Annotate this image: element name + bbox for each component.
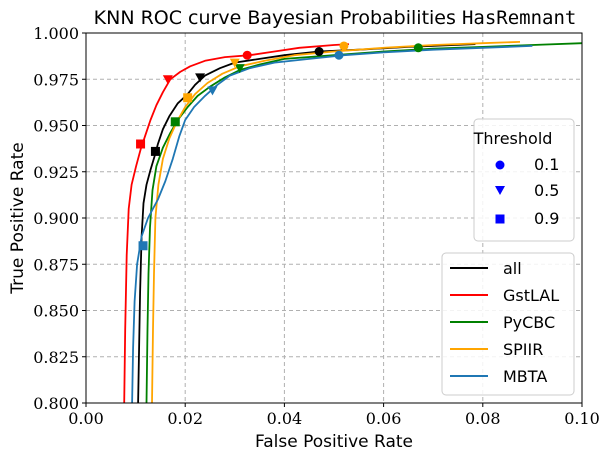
- marker-0.9-mbta: [138, 241, 148, 251]
- threshold-legend-box: [473, 118, 575, 242]
- threshold-markers: [136, 41, 423, 251]
- marker-0.9-gstlal: [136, 139, 146, 149]
- chart-title-code: HasRemnant: [462, 7, 576, 29]
- series-legend-label-mbta: MBTA: [503, 367, 547, 386]
- x-tick-label: 0.00: [68, 409, 104, 428]
- x-axis-ticks: 0.00 0.02 0.04 0.06 0.08 0.10: [68, 403, 600, 428]
- marker-0.1-gstlal: [242, 50, 252, 60]
- marker-0.9-spiir: [183, 93, 193, 103]
- y-tick-label: 0.825: [33, 348, 79, 367]
- chart-title-text: KNN ROC curve Bayesian Probabilities: [94, 7, 456, 29]
- x-axis-label: False Positive Rate: [255, 432, 413, 452]
- marker-0.1-all: [314, 47, 324, 56]
- threshold-legend-title: Threshold: [473, 129, 553, 148]
- series-line-all: [137, 43, 476, 403]
- threshold-legend-label-1: 0.5: [534, 181, 559, 200]
- y-axis-ticks: 0.800 0.825 0.850 0.875 0.900 0.925 0.950 0.975…: [33, 24, 86, 413]
- marker-0.5-mbta: [207, 86, 218, 96]
- marker-0.5-all: [195, 73, 206, 83]
- threshold-legend-label-2: 0.9: [534, 209, 559, 228]
- marker-0.1-pycbc: [413, 43, 423, 53]
- threshold-circle-icon: [495, 160, 505, 170]
- marker-0.9-pycbc: [170, 117, 180, 127]
- y-tick-label: 0.875: [33, 255, 79, 274]
- series-legend-label-gstlal: GstLAL: [503, 286, 559, 305]
- series-legend-label-spiir: SPIIR: [503, 340, 543, 359]
- threshold-square-icon: [495, 214, 505, 224]
- y-tick-label: 0.850: [33, 302, 79, 321]
- y-tick-label: 0.975: [33, 70, 79, 89]
- series-legend: all GstLAL PyCBC SPIIR MBTA: [441, 252, 575, 396]
- marker-0.5-pycbc: [234, 64, 245, 74]
- threshold-legend-label-0: 0.1: [534, 155, 559, 174]
- y-tick-label: 0.950: [33, 117, 79, 136]
- marker-0.5-spiir: [229, 58, 240, 68]
- threshold-triangle-down-icon: [495, 186, 505, 195]
- x-tick-label: 0.02: [167, 409, 203, 428]
- y-tick-label: 0.900: [33, 209, 79, 228]
- marker-0.5-gstlal: [162, 75, 173, 85]
- marker-0.1-spiir: [339, 41, 349, 51]
- series-legend-label-all: all: [503, 259, 522, 278]
- series-line-pycbc: [145, 42, 582, 403]
- marker-0.1-mbta: [334, 50, 344, 60]
- marker-0.9-all: [150, 146, 160, 156]
- y-axis-label: True Positive Rate: [8, 142, 28, 294]
- series-legend-label-pycbc: PyCBC: [503, 313, 555, 332]
- series-legend-box: [441, 252, 575, 396]
- chart-title: KNN ROC curve Bayesian Probabilities Has…: [94, 7, 577, 29]
- x-tick-label: 0.06: [366, 409, 402, 428]
- series-line-gstlal: [123, 43, 349, 403]
- x-tick-label: 0.08: [465, 409, 501, 428]
- y-tick-label: 1.000: [33, 24, 79, 43]
- y-tick-label: 0.925: [33, 163, 79, 182]
- threshold-legend: Threshold 0.1 0.5 0.9: [473, 118, 575, 242]
- x-tick-label: 0.04: [267, 409, 303, 428]
- x-tick-label: 0.10: [564, 409, 600, 428]
- series-line-spiir: [151, 41, 521, 403]
- y-tick-label: 0.800: [33, 394, 79, 413]
